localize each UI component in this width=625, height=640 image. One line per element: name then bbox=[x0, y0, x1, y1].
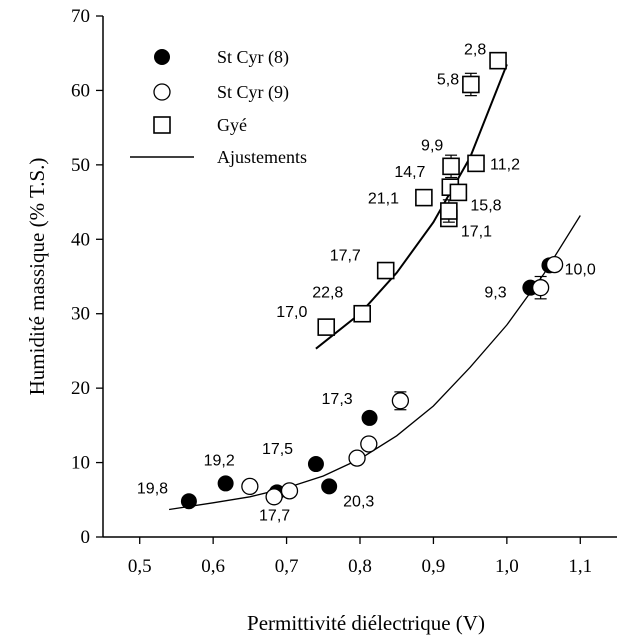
legend-label: Gyé bbox=[217, 115, 247, 135]
x-tick-label: 1,1 bbox=[568, 556, 592, 577]
point-annotation: 20,3 bbox=[343, 493, 374, 510]
point-st-cyr-9 bbox=[348, 449, 366, 467]
data-points bbox=[180, 51, 564, 510]
legend-label: St Cyr (9) bbox=[217, 82, 289, 103]
x-axis-title: Permittivité diélectrique (V) bbox=[247, 611, 485, 635]
legend-marker-st-cyr-8 bbox=[154, 49, 170, 65]
fit-curve bbox=[315, 64, 508, 350]
point-annotation: 15,8 bbox=[470, 197, 501, 214]
point-gye bbox=[449, 183, 468, 202]
point-annotation: 10,0 bbox=[565, 262, 596, 279]
point-gye bbox=[462, 75, 480, 94]
point-gye bbox=[376, 261, 395, 280]
y-tick-label: 30 bbox=[71, 304, 90, 325]
x-tick-label: 0,5 bbox=[128, 556, 152, 577]
point-annotation: 17,7 bbox=[259, 507, 290, 524]
point-st-cyr-8 bbox=[307, 456, 324, 473]
y-tick-label: 10 bbox=[71, 453, 90, 474]
point-annotation: 21,1 bbox=[368, 191, 399, 208]
point-gye bbox=[353, 304, 372, 323]
point-annotation: 17,3 bbox=[322, 391, 353, 408]
y-tick-label: 20 bbox=[71, 378, 90, 399]
x-tick-label: 0,6 bbox=[201, 556, 225, 577]
axes: 0 10 20 30 40 50 60 70 0,5 0,6 0,7 0,8 0,9 1,0 1,1 bbox=[71, 6, 617, 577]
point-st-cyr-8 bbox=[361, 409, 378, 426]
point-annotation: 5,8 bbox=[437, 71, 459, 88]
legend-marker-gye bbox=[153, 116, 171, 134]
point-st-cyr-8 bbox=[217, 475, 234, 492]
x-tick-label: 0,9 bbox=[422, 556, 446, 577]
x-tick-label: 0,7 bbox=[275, 556, 299, 577]
point-st-cyr-8 bbox=[180, 493, 197, 510]
point-st-cyr-9 bbox=[360, 435, 378, 453]
point-gye bbox=[442, 157, 460, 176]
point-annotation: 22,8 bbox=[312, 285, 343, 302]
y-tick-label: 0 bbox=[81, 527, 91, 548]
legend-label: St Cyr (8) bbox=[217, 47, 289, 68]
legend-marker-st-cyr-9 bbox=[153, 83, 171, 101]
x-tick-label: 1,0 bbox=[495, 556, 519, 577]
y-tick-label: 70 bbox=[71, 6, 90, 27]
point-annotation: 14,7 bbox=[394, 164, 425, 181]
legend-label: Ajustements bbox=[217, 147, 307, 167]
point-annotation: 11,2 bbox=[490, 156, 520, 173]
legend: St Cyr (8) St Cyr (9) Gyé Ajustements bbox=[130, 47, 307, 167]
y-axis-title: Humidité massique (% T.S.) bbox=[25, 158, 49, 396]
point-st-cyr-8 bbox=[321, 478, 338, 495]
point-annotation: 17,5 bbox=[262, 441, 293, 458]
point-annotation: 9,9 bbox=[421, 137, 443, 154]
fit-curve bbox=[169, 215, 581, 511]
point-annotation: 9,3 bbox=[484, 285, 506, 302]
point-annotation: 17,1 bbox=[461, 223, 492, 240]
point-gye bbox=[467, 154, 485, 173]
point-st-cyr-9 bbox=[391, 392, 410, 410]
fit-curves bbox=[169, 64, 581, 511]
y-tick-label: 40 bbox=[71, 229, 90, 250]
point-annotation: 19,2 bbox=[204, 452, 235, 469]
point-gye bbox=[440, 202, 458, 220]
point-st-cyr-9 bbox=[265, 488, 283, 506]
point-annotation: 17,7 bbox=[330, 248, 361, 265]
point-st-cyr-9 bbox=[531, 279, 550, 297]
y-tick-label: 60 bbox=[71, 80, 90, 101]
y-tick-label: 50 bbox=[71, 155, 90, 176]
point-annotation: 19,8 bbox=[137, 480, 168, 497]
point-gye bbox=[489, 51, 507, 70]
point-st-cyr-9 bbox=[241, 477, 259, 496]
point-annotations: 2,8 5,8 9,9 11,2 14,7 15,8 21,1 17,1 17,7 22,8 17,… bbox=[137, 42, 596, 525]
point-st-cyr-9 bbox=[280, 482, 299, 500]
x-tick-label: 0,8 bbox=[348, 556, 372, 577]
point-gye bbox=[317, 318, 336, 336]
point-gye bbox=[415, 188, 433, 207]
point-st-cyr-9 bbox=[545, 255, 564, 274]
point-annotation: 17,0 bbox=[276, 304, 307, 321]
point-annotation: 2,8 bbox=[464, 42, 486, 59]
